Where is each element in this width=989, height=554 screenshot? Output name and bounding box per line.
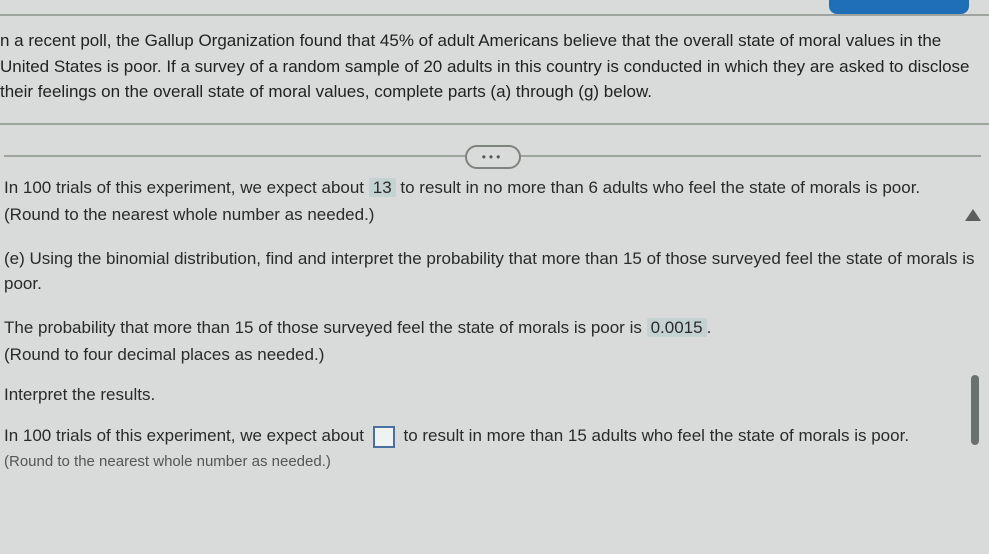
part-d-post: to result in no more than 6 adults who f… [396,178,920,197]
expand-pill-button[interactable]: ••• [465,145,521,169]
part-e-answer-pre: The probability that more than 15 of tho… [4,318,647,337]
part-d-answer-block: In 100 trials of this experiment, we exp… [4,175,981,228]
problem-text: n a recent poll, the Gallup Organization… [0,31,970,101]
interpret-label: Interpret the results. [4,382,981,408]
part-e-label: (e) [4,249,30,268]
interpret-pre: In 100 trials of this experiment, we exp… [4,426,369,445]
ellipsis-icon: ••• [482,148,504,166]
part-e-answer-block: The probability that more than 15 of tho… [4,315,981,474]
part-d-hint: (Round to the nearest whole number as ne… [4,202,981,228]
interpret-answer-input[interactable] [373,426,395,448]
interpret-hint-cutoff: (Round to the nearest whole number as ne… [4,451,981,474]
top-border [0,0,989,16]
problem-statement: n a recent poll, the Gallup Organization… [0,16,989,125]
part-e-question-text: Using the binomial distribution, find an… [4,249,974,294]
content-area: ••• In 100 trials of this experiment, we… [0,155,989,474]
interpret-post: to result in more than 15 adults who fee… [399,426,909,445]
scrollbar-thumb[interactable] [971,375,979,445]
part-e-answer-value: 0.0015 [647,318,707,337]
part-e-hint: (Round to four decimal places as needed.… [4,342,981,368]
part-d-value: 13 [369,178,396,197]
part-e-question: (e) Using the binomial distribution, fin… [4,246,981,297]
part-e-answer-post: . [707,318,712,337]
section-divider: ••• [4,155,981,157]
header-blue-tab [829,0,969,14]
scroll-up-icon[interactable] [965,209,981,221]
interpret-sentence: In 100 trials of this experiment, we exp… [4,423,981,449]
part-d-pre: In 100 trials of this experiment, we exp… [4,178,369,197]
